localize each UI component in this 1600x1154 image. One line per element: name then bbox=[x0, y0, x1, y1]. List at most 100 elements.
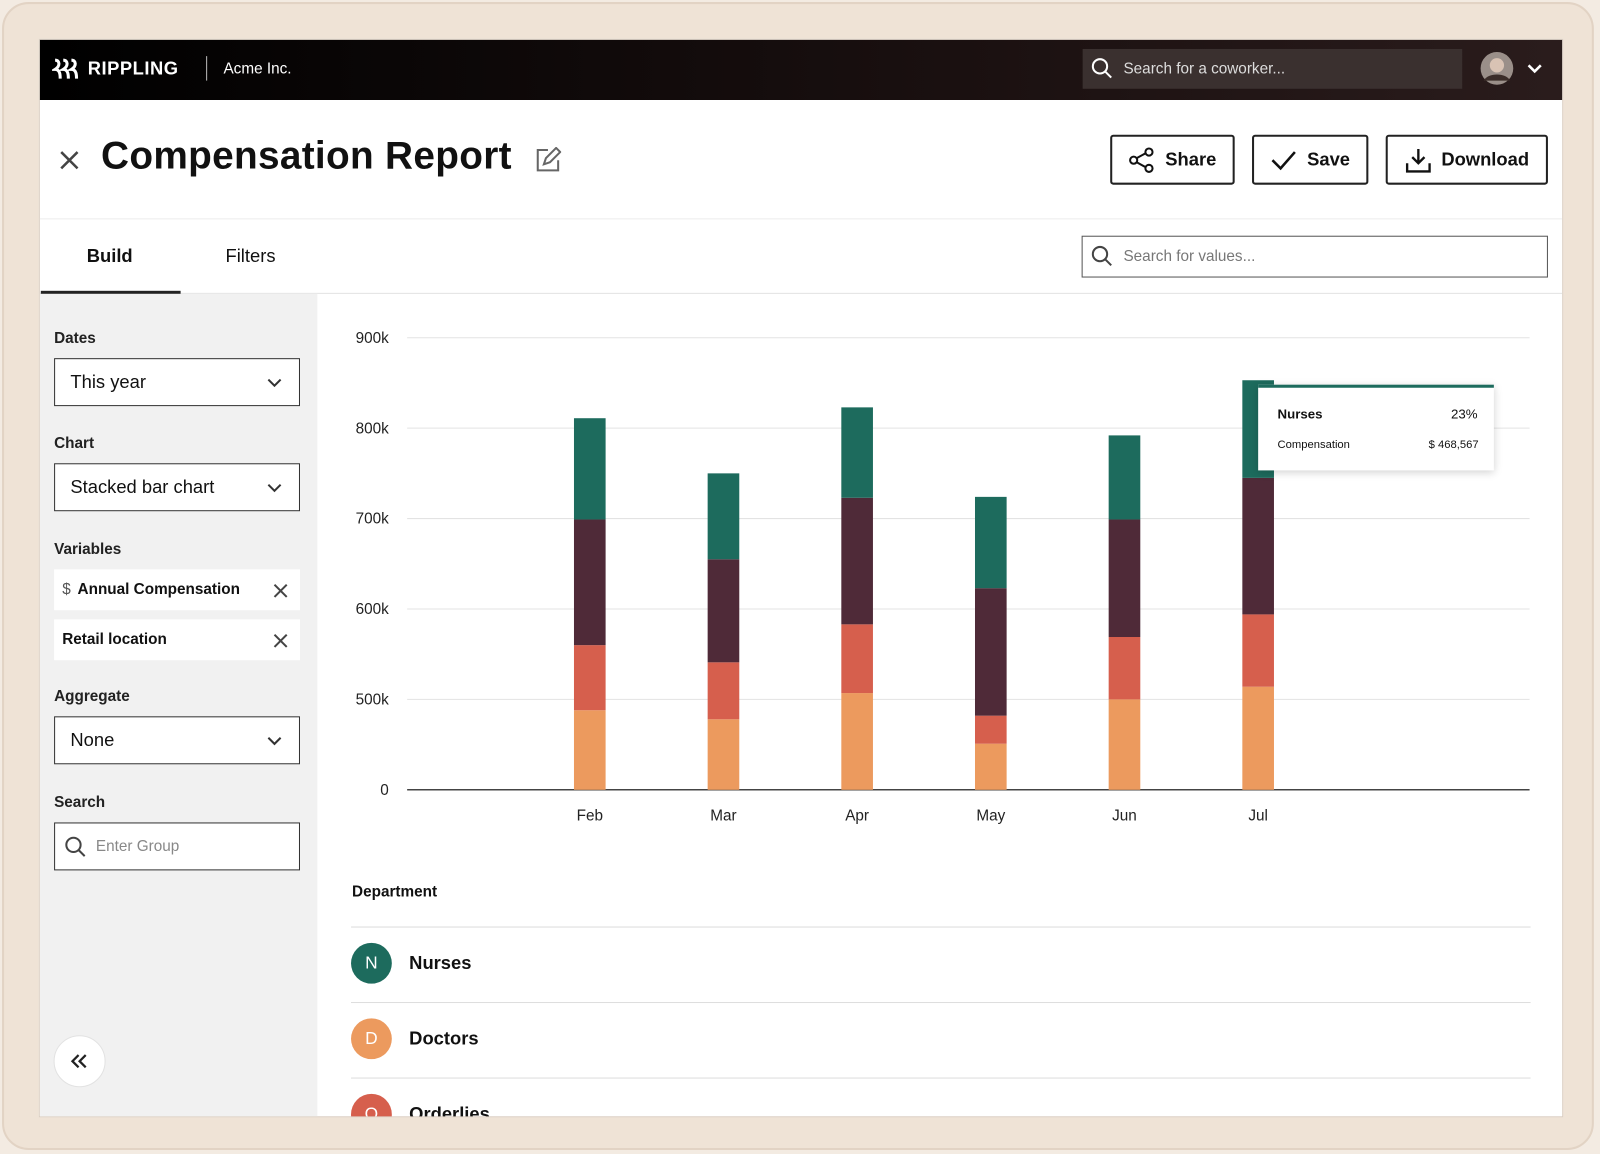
department-avatar: D bbox=[351, 1018, 392, 1060]
edit-title-button[interactable] bbox=[535, 146, 562, 174]
y-tick-label: 900k bbox=[356, 330, 390, 347]
bar-segment bbox=[573, 418, 606, 520]
bar-segment bbox=[707, 559, 740, 663]
company-name[interactable]: Acme Inc. bbox=[223, 60, 292, 78]
download-label: Download bbox=[1441, 148, 1530, 170]
x-tick-label: Mar bbox=[710, 807, 736, 824]
download-icon bbox=[1405, 148, 1431, 173]
app-window: RIPPLING Acme Inc. Search for a coworker… bbox=[38, 38, 1564, 1118]
x-tick-label: May bbox=[976, 807, 1005, 824]
user-menu[interactable] bbox=[1479, 50, 1550, 87]
group-search[interactable] bbox=[54, 822, 300, 871]
x-tick-label: Jun bbox=[1112, 807, 1137, 824]
bar-segment bbox=[974, 743, 1007, 790]
bar-segment bbox=[841, 693, 873, 790]
bar-segment bbox=[1242, 477, 1274, 615]
department-avatar: N bbox=[351, 942, 392, 984]
bar-segment bbox=[1108, 435, 1141, 520]
search-icon bbox=[1091, 245, 1112, 267]
share-button[interactable]: Share bbox=[1110, 134, 1235, 185]
variable-name: Retail location bbox=[62, 630, 167, 648]
header-divider bbox=[351, 926, 1531, 928]
save-label: Save bbox=[1307, 148, 1351, 170]
sidebar bbox=[39, 293, 318, 1117]
tooltip-title: Nurses bbox=[1277, 406, 1323, 422]
x-tick-label: Apr bbox=[845, 807, 869, 824]
bar-segment bbox=[1108, 699, 1141, 790]
share-icon bbox=[1129, 146, 1154, 173]
department-avatar: O bbox=[351, 1093, 392, 1117]
row-divider bbox=[351, 1002, 1531, 1004]
divider bbox=[39, 218, 1563, 220]
department-name: Doctors bbox=[409, 1028, 479, 1049]
column-header: Department bbox=[352, 883, 438, 901]
tab-build[interactable]: Build bbox=[86, 245, 133, 267]
y-tick-label: 700k bbox=[356, 511, 390, 528]
bar-segment bbox=[841, 407, 873, 498]
tooltip-share: 23% bbox=[1450, 406, 1478, 422]
search-icon bbox=[65, 836, 86, 857]
bar-segment bbox=[974, 588, 1007, 716]
app-content: RIPPLING Acme Inc. Search for a coworker… bbox=[39, 39, 1563, 1118]
bar-segment bbox=[841, 497, 873, 625]
value-search-placeholder: Search for values... bbox=[1123, 247, 1256, 266]
select-value: This year bbox=[70, 371, 146, 392]
bar-segment bbox=[573, 519, 606, 646]
bar-segment bbox=[707, 719, 740, 790]
variable-chip[interactable] bbox=[54, 569, 300, 611]
brand-logo[interactable] bbox=[52, 58, 83, 80]
dates-select[interactable] bbox=[54, 358, 300, 407]
check-icon bbox=[1271, 150, 1296, 170]
bar-segment bbox=[1242, 614, 1274, 687]
coworker-search[interactable] bbox=[1082, 48, 1463, 89]
tab-bar-border bbox=[39, 292, 1563, 294]
group-search-placeholder: Enter Group bbox=[95, 837, 180, 856]
coworker-search-placeholder: Search for a coworker... bbox=[1123, 60, 1286, 78]
bar-segment bbox=[1108, 637, 1141, 700]
department-name: Orderlies bbox=[409, 1103, 490, 1118]
field-label: Chart bbox=[54, 434, 95, 453]
remove-variable[interactable] bbox=[272, 583, 288, 599]
tooltip-value: $ 468,567 bbox=[1428, 438, 1479, 452]
field-label: Dates bbox=[54, 329, 96, 347]
field-label: Search bbox=[54, 793, 106, 812]
active-tab-indicator bbox=[40, 290, 181, 294]
y-tick-label: 600k bbox=[356, 601, 390, 618]
remove-variable[interactable] bbox=[272, 633, 288, 649]
variable-chip[interactable] bbox=[54, 619, 300, 661]
tab-filters[interactable]: Filters bbox=[225, 245, 276, 267]
bar-segment bbox=[974, 496, 1007, 589]
brand-name[interactable]: RIPPLING bbox=[87, 58, 179, 79]
bar-segment bbox=[841, 624, 873, 694]
bar-segment bbox=[707, 473, 740, 560]
row-divider bbox=[351, 1077, 1531, 1079]
download-button[interactable]: Download bbox=[1385, 134, 1548, 185]
variable-name: Annual Compensation bbox=[77, 580, 240, 598]
bar-segment bbox=[707, 662, 740, 720]
x-tick-label: Feb bbox=[577, 807, 603, 824]
department-name: Nurses bbox=[409, 952, 472, 973]
collapse-sidebar-button[interactable] bbox=[48, 1030, 113, 1095]
value-search[interactable] bbox=[1081, 235, 1548, 278]
y-tick-label: 0 bbox=[380, 782, 389, 799]
bar-segment bbox=[974, 715, 1007, 744]
divider bbox=[206, 56, 208, 81]
chart-select[interactable] bbox=[54, 463, 300, 512]
select-chevrons bbox=[267, 378, 282, 746]
bar-segment bbox=[1108, 519, 1141, 638]
report-title: Compensation Report bbox=[101, 134, 512, 178]
aggregate-select[interactable] bbox=[54, 716, 300, 765]
variable-icon: $ bbox=[62, 580, 71, 598]
select-value: None bbox=[70, 729, 115, 750]
close-button[interactable] bbox=[58, 149, 80, 171]
tooltip-label: Compensation bbox=[1277, 438, 1350, 452]
bar-segment bbox=[573, 645, 606, 711]
chart: 0 500k 600k 700k 800k 900k Feb Mar Apr May Jun Jul bbox=[356, 330, 1530, 824]
field-label: Aggregate bbox=[54, 687, 130, 706]
field-label: Variables bbox=[54, 540, 122, 559]
save-button[interactable]: Save bbox=[1252, 134, 1369, 185]
bar-segment bbox=[1242, 686, 1274, 790]
search-icon bbox=[1091, 58, 1112, 79]
